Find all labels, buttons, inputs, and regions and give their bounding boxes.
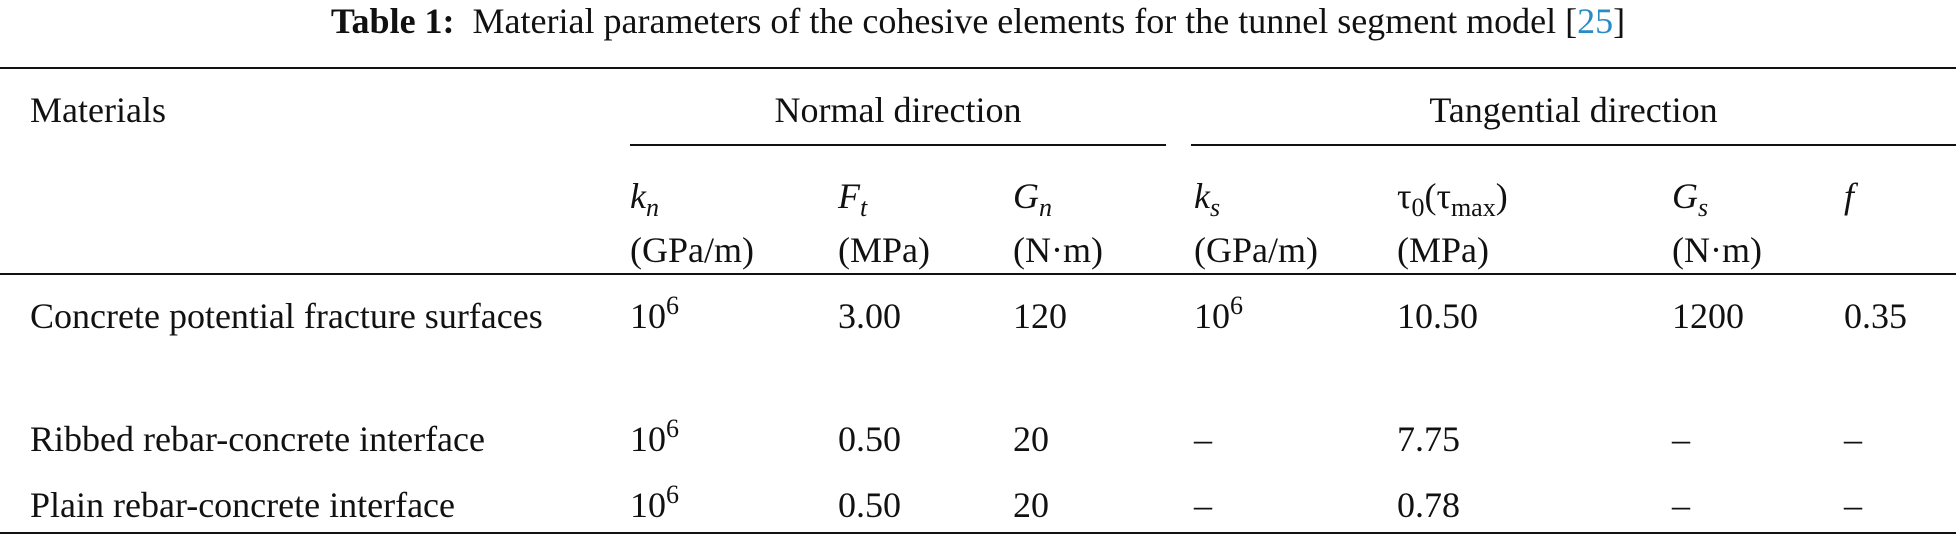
group-rule	[1191, 144, 1956, 146]
symbol-part: s	[1209, 193, 1221, 222]
symbol-part: t	[860, 193, 868, 222]
value-cell: –	[1672, 485, 1690, 525]
value-cell: 20	[1013, 419, 1049, 459]
symbol-part: G	[1672, 176, 1698, 216]
column-symbol: τ0(τmax)	[1397, 173, 1508, 231]
group-header: Normal direction	[774, 90, 1022, 130]
value-cell: 120	[1013, 296, 1067, 336]
material-cell: Plain rebar-concrete interface	[30, 485, 456, 525]
power-base: 10	[1194, 296, 1230, 336]
symbol-part: s	[1698, 193, 1709, 222]
ref-close: ]	[1613, 1, 1626, 41]
value-cell: –	[1194, 485, 1212, 525]
column-unit: (N·m)	[1672, 230, 1762, 270]
value-cell: 10.50	[1397, 296, 1478, 336]
value-cell: 106	[630, 482, 679, 528]
value-cell: –	[1844, 419, 1862, 459]
value-cell: 106	[630, 293, 679, 339]
column-unit: (MPa)	[1397, 230, 1489, 270]
material-cell: Concrete potential fracture surfaces	[30, 296, 543, 336]
top-rule	[0, 67, 1956, 69]
symbol-part: k	[630, 176, 646, 216]
symbol-part: n	[1039, 193, 1052, 222]
value-cell: 106	[630, 416, 679, 462]
value-cell: 0.50	[838, 419, 901, 459]
column-symbol: Gs	[1672, 173, 1708, 231]
column-symbol: kn	[630, 173, 659, 231]
symbol-part: G	[1013, 176, 1039, 216]
materials-header: Materials	[30, 90, 166, 130]
symbol-part: F	[838, 176, 860, 216]
column-symbol: ks	[1194, 173, 1220, 231]
value-cell: 7.75	[1397, 419, 1460, 459]
caption-text: Material parameters of the cohesive elem…	[472, 1, 1557, 41]
column-unit: (MPa)	[838, 230, 930, 270]
symbol-part: k	[1194, 176, 1210, 216]
ref-open: [	[1565, 1, 1578, 41]
material-cell: Ribbed rebar-concrete interface	[30, 419, 485, 459]
symbol-part: f	[1844, 176, 1855, 216]
value-cell: 1200	[1672, 296, 1744, 336]
value-cell: –	[1672, 419, 1690, 459]
column-unit: (GPa/m)	[630, 230, 754, 270]
value-cell: 0.50	[838, 485, 901, 525]
power-exponent: 6	[666, 291, 679, 320]
value-cell: –	[1194, 419, 1212, 459]
symbol-part: 0	[1411, 193, 1425, 222]
symbol-part: τ	[1397, 176, 1412, 216]
power-exponent: 6	[666, 414, 679, 443]
column-symbol: Gn	[1013, 173, 1052, 231]
column-symbol: Ft	[838, 173, 867, 231]
group-rule	[630, 144, 1166, 146]
symbol-part: max	[1450, 193, 1496, 222]
symbol-part: )	[1495, 176, 1508, 216]
caption-label: Table 1:	[330, 1, 455, 41]
column-unit: (GPa/m)	[1194, 230, 1318, 270]
symbol-part: (τ	[1424, 176, 1451, 216]
power-exponent: 6	[666, 480, 679, 509]
caption: Table 1: Material parameters of the cohe…	[0, 0, 1956, 44]
value-cell: 20	[1013, 485, 1049, 525]
value-cell: 0.35	[1844, 296, 1907, 336]
value-cell: –	[1844, 485, 1862, 525]
power-exponent: 6	[1230, 291, 1243, 320]
symbol-part: n	[645, 193, 659, 222]
column-unit: (N·m)	[1013, 230, 1103, 270]
power-base: 10	[630, 485, 666, 525]
group-header: Tangential direction	[1429, 90, 1718, 130]
bottom-rule	[0, 532, 1956, 534]
value-cell: 3.00	[838, 296, 901, 336]
column-symbol: f	[1844, 173, 1854, 219]
value-cell: 0.78	[1397, 485, 1460, 525]
header-rule	[0, 273, 1956, 275]
power-base: 10	[630, 296, 666, 336]
citation[interactable]: 25	[1577, 1, 1614, 41]
value-cell: 106	[1194, 293, 1243, 339]
power-base: 10	[630, 419, 666, 459]
